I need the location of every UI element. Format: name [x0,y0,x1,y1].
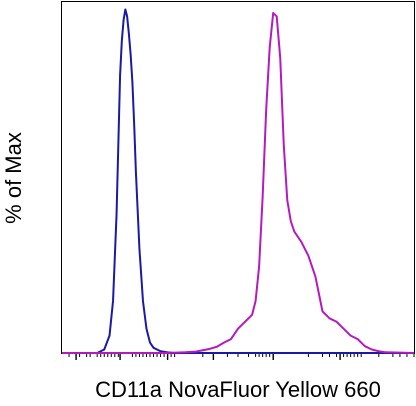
series-layer [62,8,415,354]
series-line-0 [62,8,414,354]
y-axis-label: % of Max [1,132,26,224]
x-axis-label: CD11a NovaFluor Yellow 660 [95,377,381,402]
series-line-1 [62,11,415,354]
plot-frame [61,1,415,354]
x-axis-ticks [68,353,415,360]
